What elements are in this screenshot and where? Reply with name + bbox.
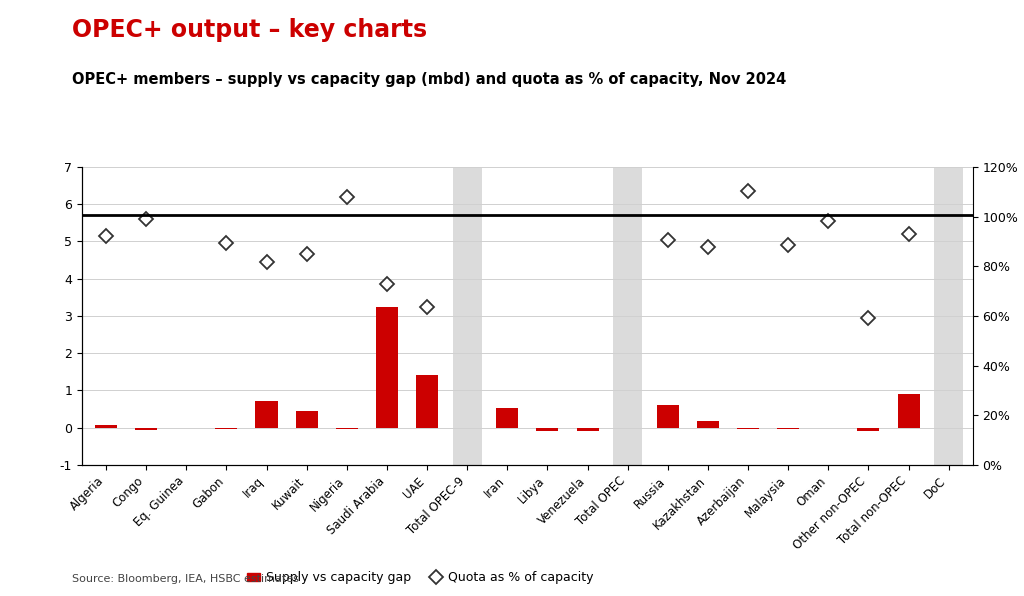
Bar [737, 428, 759, 430]
Bar [656, 405, 679, 428]
Bar [898, 394, 920, 428]
Bar [934, 167, 964, 465]
Bar [215, 428, 238, 429]
Bar [416, 375, 438, 428]
Bar [255, 401, 278, 428]
Text: OPEC+ output – key charts: OPEC+ output – key charts [72, 18, 427, 42]
Legend: Supply vs capacity gap, Quota as % of capacity: Supply vs capacity gap, Quota as % of ca… [242, 566, 599, 589]
Bar [777, 428, 800, 430]
Bar [376, 306, 398, 428]
Bar [577, 428, 599, 432]
Bar [95, 424, 117, 428]
Bar [857, 428, 880, 430]
Bar [175, 428, 198, 429]
Text: Source: Bloomberg, IEA, HSBC estimates: Source: Bloomberg, IEA, HSBC estimates [72, 574, 299, 584]
Bar [453, 167, 481, 465]
Bar [817, 428, 840, 429]
Bar [613, 167, 642, 465]
Bar [135, 428, 157, 430]
Bar [697, 421, 719, 428]
Bar [336, 428, 357, 430]
Text: OPEC+ members – supply vs capacity gap (mbd) and quota as % of capacity, Nov 202: OPEC+ members – supply vs capacity gap (… [72, 72, 786, 86]
Bar [296, 411, 317, 428]
Bar [537, 428, 558, 430]
Bar [497, 408, 518, 428]
